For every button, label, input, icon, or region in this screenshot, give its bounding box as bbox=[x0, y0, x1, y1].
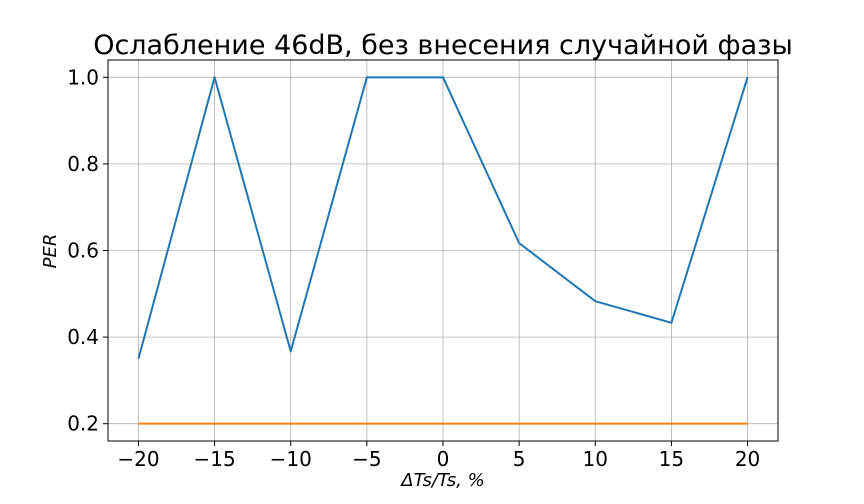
x-ticks: −20 −15 −10 −5 0 5 10 15 20 bbox=[117, 441, 760, 471]
x-tick-label: −5 bbox=[352, 447, 381, 471]
y-tick-label: 1.0 bbox=[67, 65, 99, 89]
chart-title: Ослабление 46dB, без внесения случайной … bbox=[93, 30, 793, 61]
y-tick-label: 0.4 bbox=[67, 325, 99, 349]
y-ticks: 0.2 0.4 0.6 0.8 1.0 bbox=[67, 65, 108, 436]
x-tick-label: −10 bbox=[270, 447, 312, 471]
x-tick-label: 0 bbox=[437, 447, 450, 471]
x-axis-label: ΔTs/Ts, % bbox=[399, 470, 484, 491]
x-tick-label: −15 bbox=[193, 447, 235, 471]
x-tick-label: 15 bbox=[659, 447, 684, 471]
x-tick-label: 20 bbox=[735, 447, 760, 471]
x-tick-label: −20 bbox=[117, 447, 159, 471]
x-tick-label: 5 bbox=[513, 447, 526, 471]
y-tick-label: 0.8 bbox=[67, 152, 99, 176]
y-tick-label: 0.6 bbox=[67, 239, 99, 263]
x-tick-label: 10 bbox=[583, 447, 608, 471]
series-group bbox=[137, 76, 749, 425]
grid bbox=[108, 60, 778, 441]
series-line-1 bbox=[137, 76, 749, 359]
y-tick-label: 0.2 bbox=[67, 412, 99, 436]
y-axis-label: PER bbox=[40, 234, 61, 269]
